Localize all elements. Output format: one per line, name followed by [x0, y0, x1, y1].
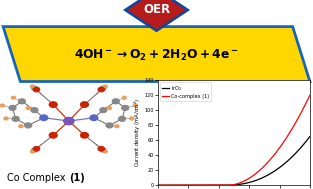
Co-complex (1): [225, 184, 228, 186]
IrO$_2$: [308, 135, 312, 138]
Circle shape: [25, 123, 32, 128]
Circle shape: [31, 108, 38, 112]
Circle shape: [115, 125, 119, 128]
Circle shape: [32, 148, 37, 152]
Co-complex (1): [270, 156, 274, 158]
Circle shape: [81, 132, 88, 138]
Text: OER: OER: [143, 3, 170, 16]
Circle shape: [103, 85, 107, 88]
Circle shape: [31, 85, 35, 88]
Co-complex (1): [183, 184, 187, 186]
Co-complex (1): [246, 178, 249, 180]
IrO$_2$: [225, 184, 228, 186]
Circle shape: [49, 132, 57, 138]
IrO$_2$: [270, 171, 274, 174]
Co-complex (1): [308, 94, 312, 96]
Circle shape: [4, 117, 8, 120]
Circle shape: [33, 147, 40, 151]
IrO$_2$: [246, 182, 249, 184]
Circle shape: [100, 108, 107, 112]
Co-complex (1): [258, 170, 261, 172]
Circle shape: [98, 87, 104, 92]
Circle shape: [106, 123, 113, 128]
Co-complex (1): [156, 184, 160, 186]
Circle shape: [12, 116, 19, 121]
Co-complex (1): [195, 184, 199, 186]
Circle shape: [32, 86, 37, 90]
Polygon shape: [3, 27, 310, 81]
Line: IrO$_2$: IrO$_2$: [158, 136, 310, 185]
Circle shape: [33, 87, 40, 92]
Circle shape: [19, 125, 23, 128]
Text: $\bf{4OH^- \rightarrow O_2 + 2H_2O + 4e^-}$: $\bf{4OH^- \rightarrow O_2 + 2H_2O + 4e^…: [74, 48, 239, 63]
Circle shape: [100, 86, 106, 90]
IrO$_2$: [156, 184, 160, 186]
Circle shape: [12, 96, 16, 99]
Circle shape: [90, 115, 98, 121]
Circle shape: [9, 105, 16, 110]
Circle shape: [0, 104, 4, 107]
Circle shape: [107, 107, 111, 110]
IrO$_2$: [258, 178, 261, 180]
IrO$_2$: [195, 184, 199, 186]
Circle shape: [122, 105, 129, 110]
Circle shape: [49, 102, 57, 107]
Circle shape: [133, 104, 137, 107]
IrO$_2$: [183, 184, 187, 186]
Line: Co-complex (1): Co-complex (1): [158, 95, 310, 185]
Text: (1): (1): [69, 173, 85, 183]
Circle shape: [81, 102, 88, 107]
Circle shape: [26, 107, 30, 110]
Circle shape: [103, 150, 107, 153]
Circle shape: [112, 99, 119, 104]
Circle shape: [122, 96, 126, 99]
Circle shape: [100, 148, 106, 152]
Y-axis label: Current density (mA/cm$^2$): Current density (mA/cm$^2$): [133, 98, 143, 167]
Polygon shape: [125, 0, 188, 31]
Circle shape: [31, 150, 35, 153]
Circle shape: [119, 116, 126, 121]
Circle shape: [40, 115, 48, 121]
Text: Co Complex: Co Complex: [7, 173, 69, 183]
Circle shape: [64, 117, 74, 125]
Circle shape: [98, 147, 104, 151]
Legend: IrO$_2$, Co-complex (1): IrO$_2$, Co-complex (1): [160, 82, 211, 101]
Circle shape: [130, 117, 134, 120]
Circle shape: [18, 99, 25, 104]
